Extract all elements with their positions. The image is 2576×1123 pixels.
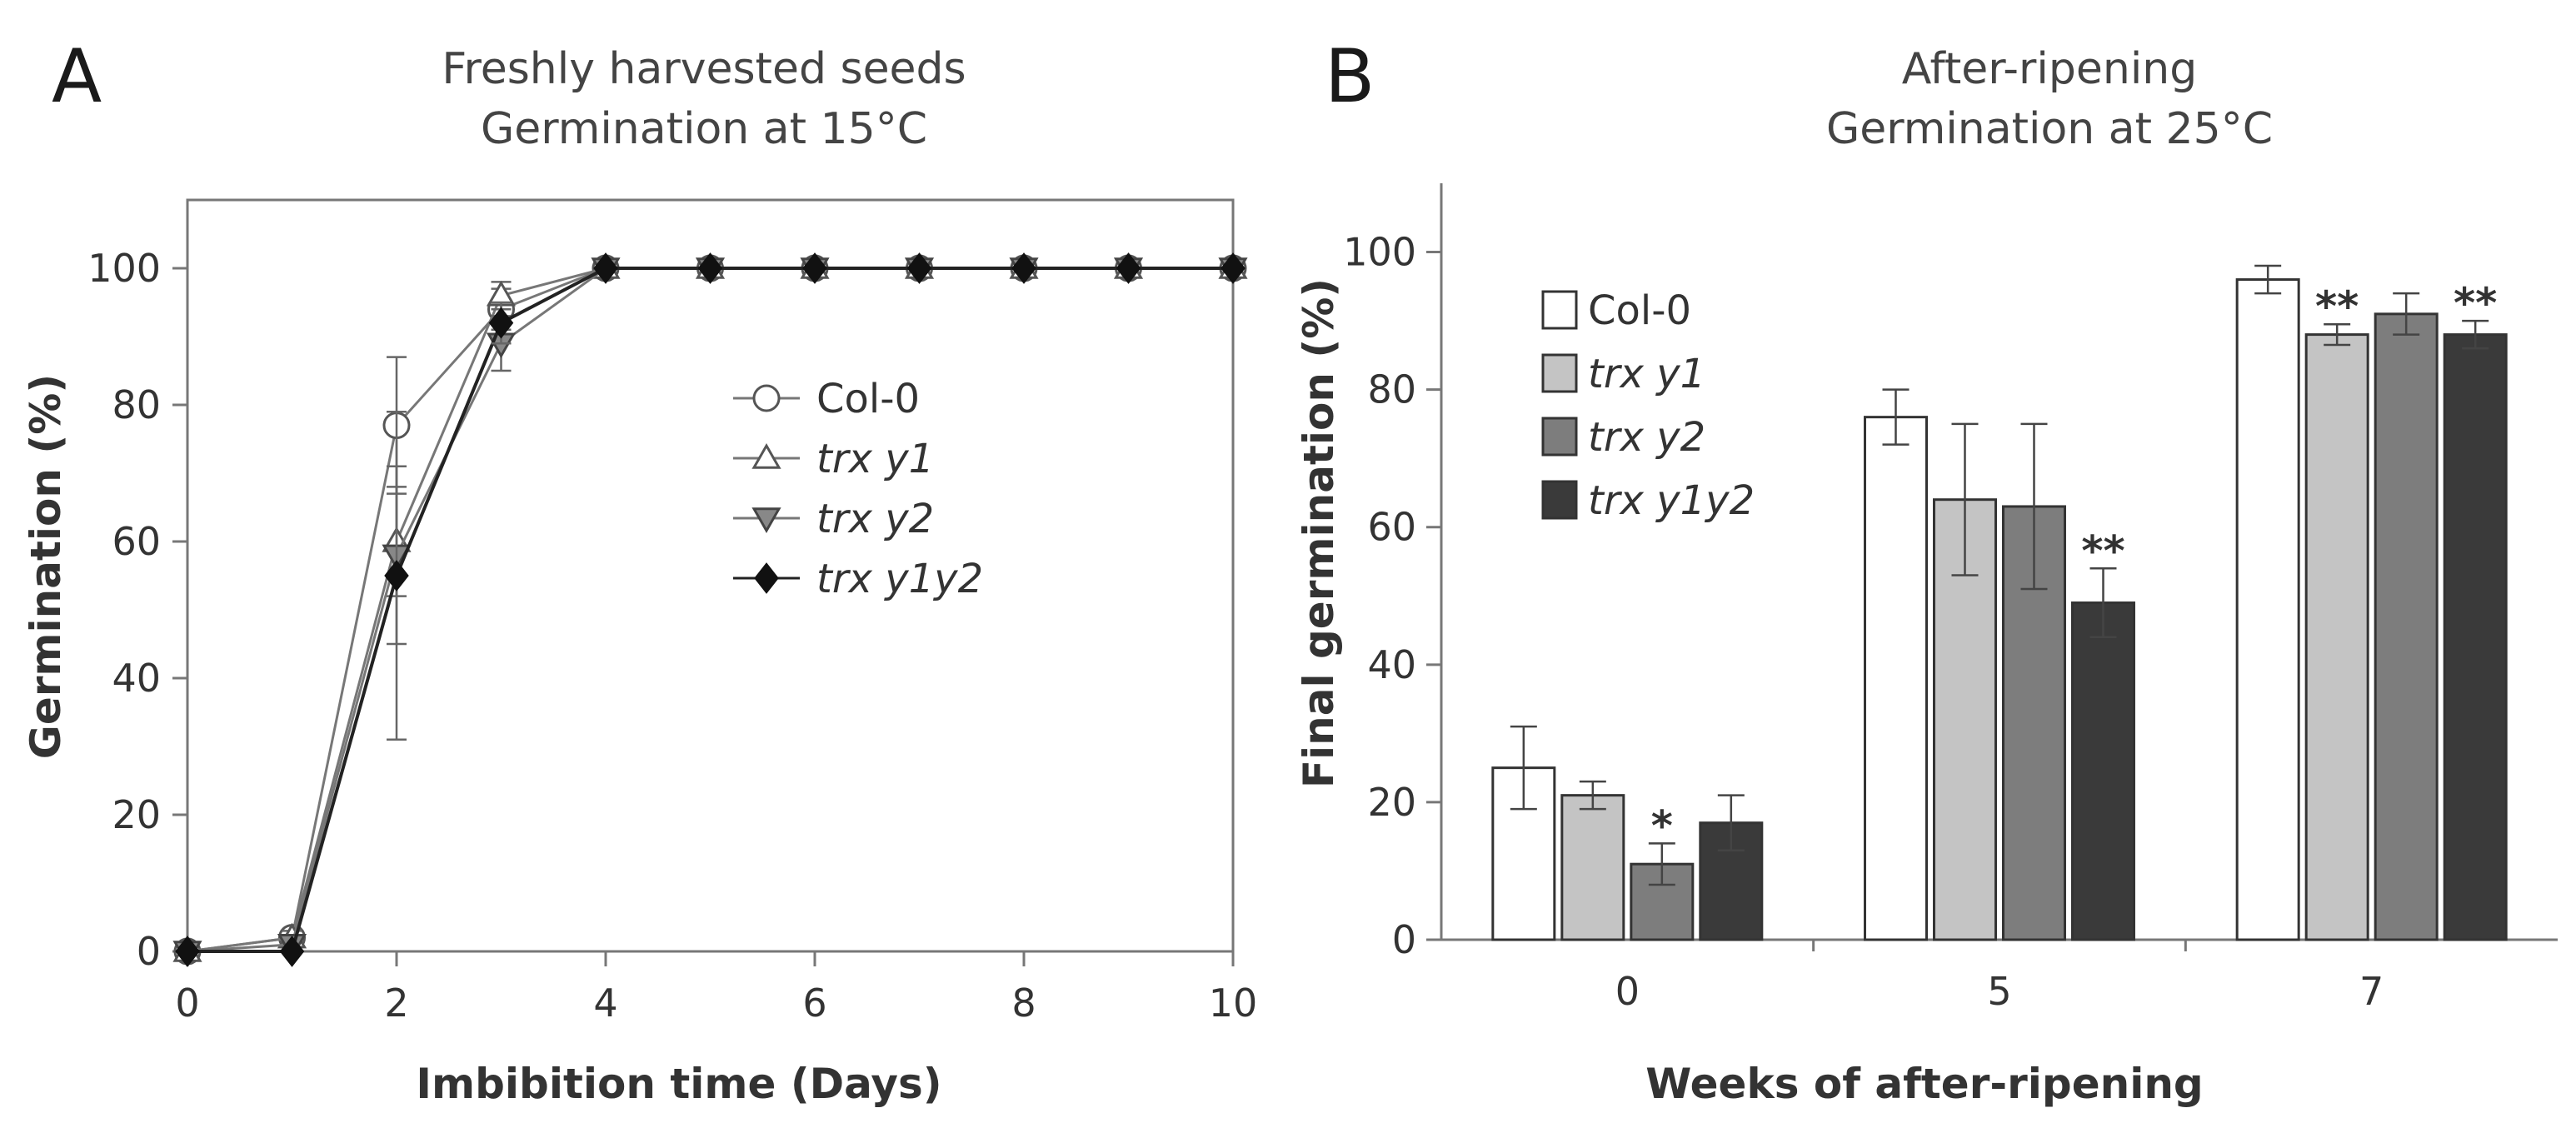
panel-b-significance-marker: ** [2454, 279, 2497, 327]
panel-b-group-week-0: * [1491, 725, 1764, 941]
panel-b-legend-item-trx-y1y2: trx y1y2 [1541, 477, 1755, 524]
panel-b-bar-trx-y1 [1933, 498, 1997, 941]
panel-a-series-trx-y1y2 [175, 252, 1246, 967]
panel-a-data-point [697, 252, 723, 284]
panel-a-y-tick-label: 60 [112, 519, 161, 564]
panel-a-series-line [187, 267, 1233, 953]
panel-b-y-tick-label: 100 [1343, 230, 1416, 275]
panel-b-title-line1: After-ripening [1902, 44, 2198, 94]
panel-b-plot: 0 20 40 60 80 100 0 * 5 ** 7 ** ** Col-0 trx y1 trx y2 t… [1343, 183, 2558, 1014]
panel-a-y-axis-label: Germination (%) [22, 374, 70, 759]
panel-a-data-point [906, 252, 932, 284]
panel-a-legend: Col-0 trx y1 trx y2 trx y1y2 [733, 376, 983, 602]
panel-a-y-tick-label: 0 [137, 929, 161, 974]
panel-b-x-tick-label: 5 [1987, 969, 2011, 1014]
panel-a-legend-label: trx y2 [816, 496, 934, 542]
panel-b-legend-item-col-0: Col-0 [1541, 287, 1691, 334]
panel-a-data-point [1221, 252, 1246, 284]
panel-b-legend-swatch [1541, 353, 1578, 393]
panel-b-significance-marker: ** [2081, 527, 2124, 575]
panel-b-bar-col-0 [1864, 416, 1928, 941]
panel-a-legend-label: Col-0 [816, 376, 920, 422]
panel-b-legend-item-trx-y2: trx y2 [1541, 414, 1705, 461]
panel-a-data-point [802, 252, 827, 284]
panel-b-legend-label: trx y2 [1588, 414, 1705, 461]
panel-a-data-point [488, 307, 514, 339]
panel-b-bar-trx-y1 [1560, 794, 1625, 941]
panel-a-x-tick-label: 8 [1011, 981, 1036, 1026]
panel-a-legend-item-trx-y1y2: trx y1y2 [733, 556, 983, 602]
panel-b-y-tick-label: 0 [1392, 917, 1416, 962]
panel-b-x-tick-label: 0 [1615, 969, 1640, 1014]
panel-b-bar-trx-y2 [1630, 862, 1695, 941]
panel-a-series-line [187, 267, 1233, 953]
panel-a-letter: A [52, 33, 102, 119]
panel-b-bar-trx-y2 [2374, 312, 2439, 941]
panel-b-bar-trx-y1y2 [2443, 333, 2508, 941]
panel-a-series-line [187, 267, 1233, 953]
panel-b-title-line2: Germination at 25°C [1826, 104, 2273, 154]
panel-b-bar-col-0 [2235, 278, 2300, 941]
panel-b-group-week-5: ** [1864, 388, 2135, 941]
panel-a-x-tick-label: 4 [593, 981, 617, 1026]
panel-b-y-tick-label: 60 [1367, 505, 1416, 550]
panel-b-y-tick-label: 40 [1367, 642, 1416, 687]
panel-a-plot-frame [186, 198, 1235, 953]
panel-a-x-tick-label: 10 [1209, 981, 1258, 1026]
panel-a-series-trx-y2 [172, 257, 1248, 967]
panel-b-bar-trx-y1y2 [2071, 601, 2135, 941]
panel-a-data-point [279, 936, 305, 967]
panel-b-legend-label: Col-0 [1588, 287, 1691, 334]
panel-a-data-point [1116, 252, 1141, 284]
panel-a-y-tick-label: 40 [112, 656, 161, 701]
panel-a-y-tick-label: 20 [112, 792, 161, 837]
panel-a-data-point [384, 560, 409, 591]
panel-b-y-tick-label: 20 [1367, 780, 1416, 825]
panel-a-data-point [1011, 252, 1036, 284]
panel-a-y-tick-label: 100 [87, 246, 161, 291]
panel-b-bar-trx-y1 [2304, 333, 2369, 941]
panel-a-x-tick-label: 2 [384, 981, 408, 1026]
panel-b-legend-label: trx y1 [1588, 351, 1705, 397]
panel-b-significance-marker: ** [2315, 282, 2359, 331]
panel-a-data-point [175, 936, 200, 967]
panel-a-x-axis-label: Imbibition time (Days) [416, 1060, 941, 1108]
panel-a-series-col-0 [173, 254, 1247, 966]
panel-b-y-tick-label: 80 [1367, 367, 1416, 412]
panel-a-title-line1: Freshly harvested seeds [442, 44, 966, 94]
panel-a-plot: 0 20 40 60 80 100 0 2 4 6 8 10 Col-0 trx y1 trx y2 trx … [87, 198, 1258, 1026]
panel-a-legend-label: trx y1y2 [816, 556, 983, 602]
panel-a-legend-marker [754, 562, 779, 594]
panel-a-legend-item-col-0: Col-0 [733, 376, 920, 422]
panel-b-x-tick-label: 7 [2359, 969, 2384, 1014]
panel-a-title-line2: Germination at 15°C [481, 104, 927, 154]
panel-b-legend: Col-0 trx y1 trx y2 trx y1y2 [1541, 287, 1755, 524]
panel-a-legend-item-trx-y1: trx y1 [733, 436, 934, 482]
panel-a-legend-label: trx y1 [816, 436, 934, 482]
panel-b-letter: B [1325, 33, 1375, 119]
panel-b-legend-swatch [1541, 480, 1578, 520]
panel-b-x-axis-label: Weeks of after-ripening [1645, 1060, 2203, 1108]
panel-b-legend-swatch [1541, 417, 1578, 457]
panel-a-legend-item-trx-y2: trx y2 [733, 496, 934, 542]
panel-a-legend-marker [752, 384, 781, 412]
panel-b-legend-item-trx-y1: trx y1 [1541, 351, 1705, 397]
panel-a-legend-marker [751, 442, 781, 469]
panel-b-legend-label: trx y1y2 [1588, 477, 1755, 524]
panel-a-series-line [187, 267, 1233, 953]
panel-b-legend-swatch [1541, 290, 1578, 330]
panel-b-group-week-7: ** ** [2235, 264, 2508, 941]
panel-a-x-tick-label: 6 [802, 981, 826, 1026]
panel-b-y-axis-label: Final germination (%) [1295, 278, 1343, 788]
panel-a-data-point [593, 252, 618, 284]
panel-a-y-tick-label: 80 [112, 382, 161, 427]
panel-a-series-trx-y1 [172, 252, 1248, 962]
panel-a-legend-marker [751, 507, 781, 534]
panel-a-x-tick-label: 0 [175, 981, 199, 1026]
panel-b-significance-marker: * [1651, 801, 1673, 850]
